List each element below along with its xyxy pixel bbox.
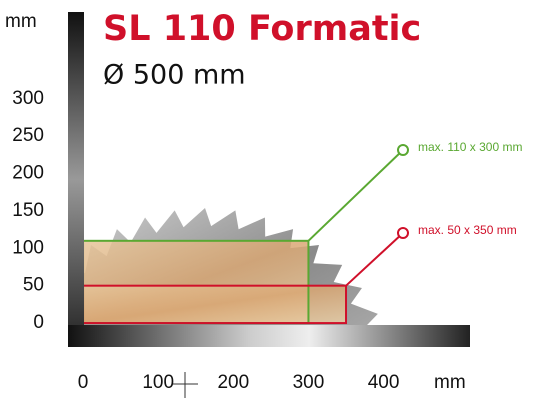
x-tick-label: 400 [368, 372, 400, 393]
y-tick-label: 300 [12, 88, 44, 109]
page: max. 110 x 300 mm max. 50 x 350 mm SL 110… [0, 0, 550, 401]
x-tick-label: 300 [293, 372, 325, 393]
leader-line [308, 150, 403, 241]
x-tick-label: 100 [142, 372, 174, 393]
x-axis-label: mm [434, 372, 466, 393]
legend-label: max. 50 x 350 mm [418, 223, 517, 237]
leader-line [346, 233, 403, 286]
y-tick-label: 200 [12, 163, 44, 184]
x-tick-label: 200 [217, 372, 249, 393]
wood [83, 286, 346, 323]
x-axis-bar [68, 325, 470, 347]
chart: max. 110 x 300 mm max. 50 x 350 mm SL 110… [0, 0, 550, 401]
x-tick-label: 0 [78, 372, 89, 393]
leader-dot [398, 228, 408, 238]
y-axis-label: mm [5, 11, 37, 32]
title: SL 110 Formatic [103, 9, 421, 49]
leader-dot [398, 145, 408, 155]
crosshair [172, 372, 198, 398]
y-tick-label: 0 [33, 312, 44, 333]
y-tick-label: 150 [12, 200, 44, 221]
y-tick-label: 250 [12, 125, 44, 146]
y-tick-label: 100 [12, 237, 44, 258]
y-axis-bar [68, 12, 84, 347]
y-tick-label: 50 [23, 275, 44, 296]
subtitle: Ø 500 mm [103, 60, 246, 91]
legend-label: max. 110 x 300 mm [418, 140, 522, 154]
